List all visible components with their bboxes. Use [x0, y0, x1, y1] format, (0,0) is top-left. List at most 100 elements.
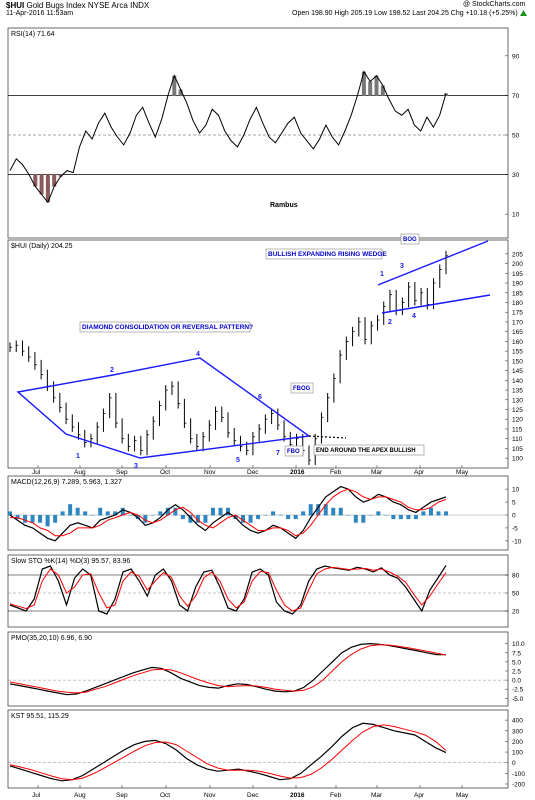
y-tick-label: 0 — [512, 760, 516, 767]
x-tick-label: Feb — [330, 792, 342, 799]
exchange-name: NYSE Arca INDX — [87, 1, 150, 10]
x-tick-label: Dec — [247, 792, 259, 799]
triangle-up-icon — [519, 10, 527, 17]
y-tick-label: 200 — [512, 261, 523, 268]
macd-histogram-bar — [278, 515, 283, 516]
macd-histogram-bar — [331, 507, 336, 516]
annotation-text: FBO — [287, 449, 300, 455]
y-tick-label: 0.0 — [512, 678, 521, 685]
y-tick-label: 165 — [512, 329, 523, 336]
macd-histogram-bar — [316, 504, 321, 516]
macd-histogram-bar — [113, 511, 118, 516]
pattern-point-label: 2 — [388, 319, 392, 326]
y-tick-label: 120 — [512, 417, 523, 424]
macd-histogram-bar — [398, 515, 403, 520]
y-tick-label: 160 — [512, 339, 523, 346]
chart-symbol-title: $HUI Gold Bugs Index NYSE Arca INDX — [6, 1, 149, 10]
x-tick-label: Sep — [116, 792, 128, 799]
pattern-point-label: 1 — [380, 271, 384, 278]
macd-histogram-bar — [180, 515, 185, 520]
panel-title: KST 95.51, 115.29 — [11, 713, 69, 720]
apex-extension-line — [308, 435, 347, 439]
x-tick-label: Aug — [74, 792, 86, 799]
y-tick-label: 125 — [512, 407, 523, 414]
panel-title: $HUI (Daily) 204.25 — [11, 243, 73, 250]
y-tick-label: 10 — [512, 487, 520, 494]
macd-histogram-bar — [353, 515, 358, 523]
symbol-label: $HUI — [6, 1, 25, 10]
macd-histogram-bar — [444, 511, 448, 516]
y-tick-label: 155 — [512, 349, 523, 356]
y-tick-label: 10.0 — [512, 641, 525, 648]
x-tick-label: Oct — [160, 469, 170, 476]
macd-histogram-bar — [23, 515, 28, 523]
panel-title: Slow STO %K(14) %D(3) 95.57, 83.96 — [11, 558, 130, 565]
ohlc-values: Open 198.90 High 205.19 Low 198.52 Last … — [292, 10, 518, 17]
macd-histogram-bar — [376, 511, 381, 516]
y-tick-label: -100 — [512, 771, 525, 778]
indicator-line — [9, 565, 447, 615]
rsi-line — [9, 70, 447, 204]
y-tick-label: -5.0 — [512, 696, 524, 703]
y-tick-label: 145 — [512, 368, 523, 375]
pattern-point-label: 1 — [76, 453, 80, 460]
pattern-point-label: 3 — [134, 463, 138, 470]
y-tick-label: 180 — [512, 300, 523, 307]
macd-histogram-bar — [173, 507, 178, 516]
rsi-oversold-fill — [33, 174, 63, 203]
annotation-text: BOG — [403, 237, 417, 243]
macd-histogram-bar — [346, 515, 351, 516]
x-tick-label: Oct — [160, 792, 170, 799]
macd-histogram-bar — [406, 515, 411, 520]
macd-histogram-bar — [195, 515, 200, 523]
y-tick-label: 130 — [512, 397, 523, 404]
panel-frame — [7, 554, 509, 628]
macd-histogram-bar — [203, 515, 208, 523]
annotation-box — [284, 445, 304, 457]
y-tick-label: 175 — [512, 310, 523, 317]
y-tick-label: 50 — [512, 591, 520, 598]
macd-histogram-bar — [271, 511, 276, 516]
x-tick-label: Nov — [204, 469, 216, 476]
macd-histogram-bar — [98, 507, 103, 516]
macd-histogram-bar — [421, 511, 426, 516]
macd-histogram-bar — [338, 507, 343, 516]
x-tick-label: Nov — [204, 792, 216, 799]
copyright-label: @ StockCharts.com — [463, 1, 526, 8]
y-tick-label: 205 — [512, 251, 523, 258]
macd-histogram-bar — [301, 511, 306, 516]
y-tick-label: 170 — [512, 319, 523, 326]
pattern-point-label: 5 — [236, 457, 240, 464]
signal-line — [9, 724, 447, 781]
macd-histogram-bar — [53, 515, 58, 523]
y-tick-label: 300 — [512, 728, 523, 735]
y-tick-label: 70 — [512, 93, 520, 100]
y-tick-label: 195 — [512, 271, 523, 278]
x-tick-label: Mar — [371, 792, 383, 799]
y-tick-label: 105 — [512, 446, 523, 453]
macd-histogram-bar — [83, 511, 88, 516]
macd-histogram-bar — [248, 515, 253, 523]
y-tick-label: 200 — [512, 739, 523, 746]
signal-line — [9, 566, 447, 612]
y-tick-label: 90 — [512, 53, 520, 60]
x-tick-label: Mar — [371, 469, 383, 476]
y-tick-label: 7.5 — [512, 650, 521, 657]
macd-histogram-bar — [256, 515, 261, 520]
panel-frame — [7, 631, 509, 707]
chart-date: 11-Apr-2016 11:53am — [6, 10, 74, 17]
macd-histogram-bar — [45, 515, 50, 527]
annotation-box — [400, 233, 420, 245]
macd-histogram-bar — [30, 515, 35, 523]
signal-line — [9, 644, 447, 694]
macd-histogram-bar — [368, 515, 373, 516]
macd-histogram-bar — [210, 507, 215, 516]
pattern-point-label: 4 — [196, 351, 200, 358]
pattern-point-label: 7 — [276, 450, 280, 457]
macd-histogram-bar — [75, 507, 80, 516]
x-tick-label: May — [456, 792, 469, 799]
rsi-overbought-fill — [172, 71, 448, 96]
panel-frame — [7, 709, 509, 789]
y-tick-label: 20 — [512, 609, 520, 616]
